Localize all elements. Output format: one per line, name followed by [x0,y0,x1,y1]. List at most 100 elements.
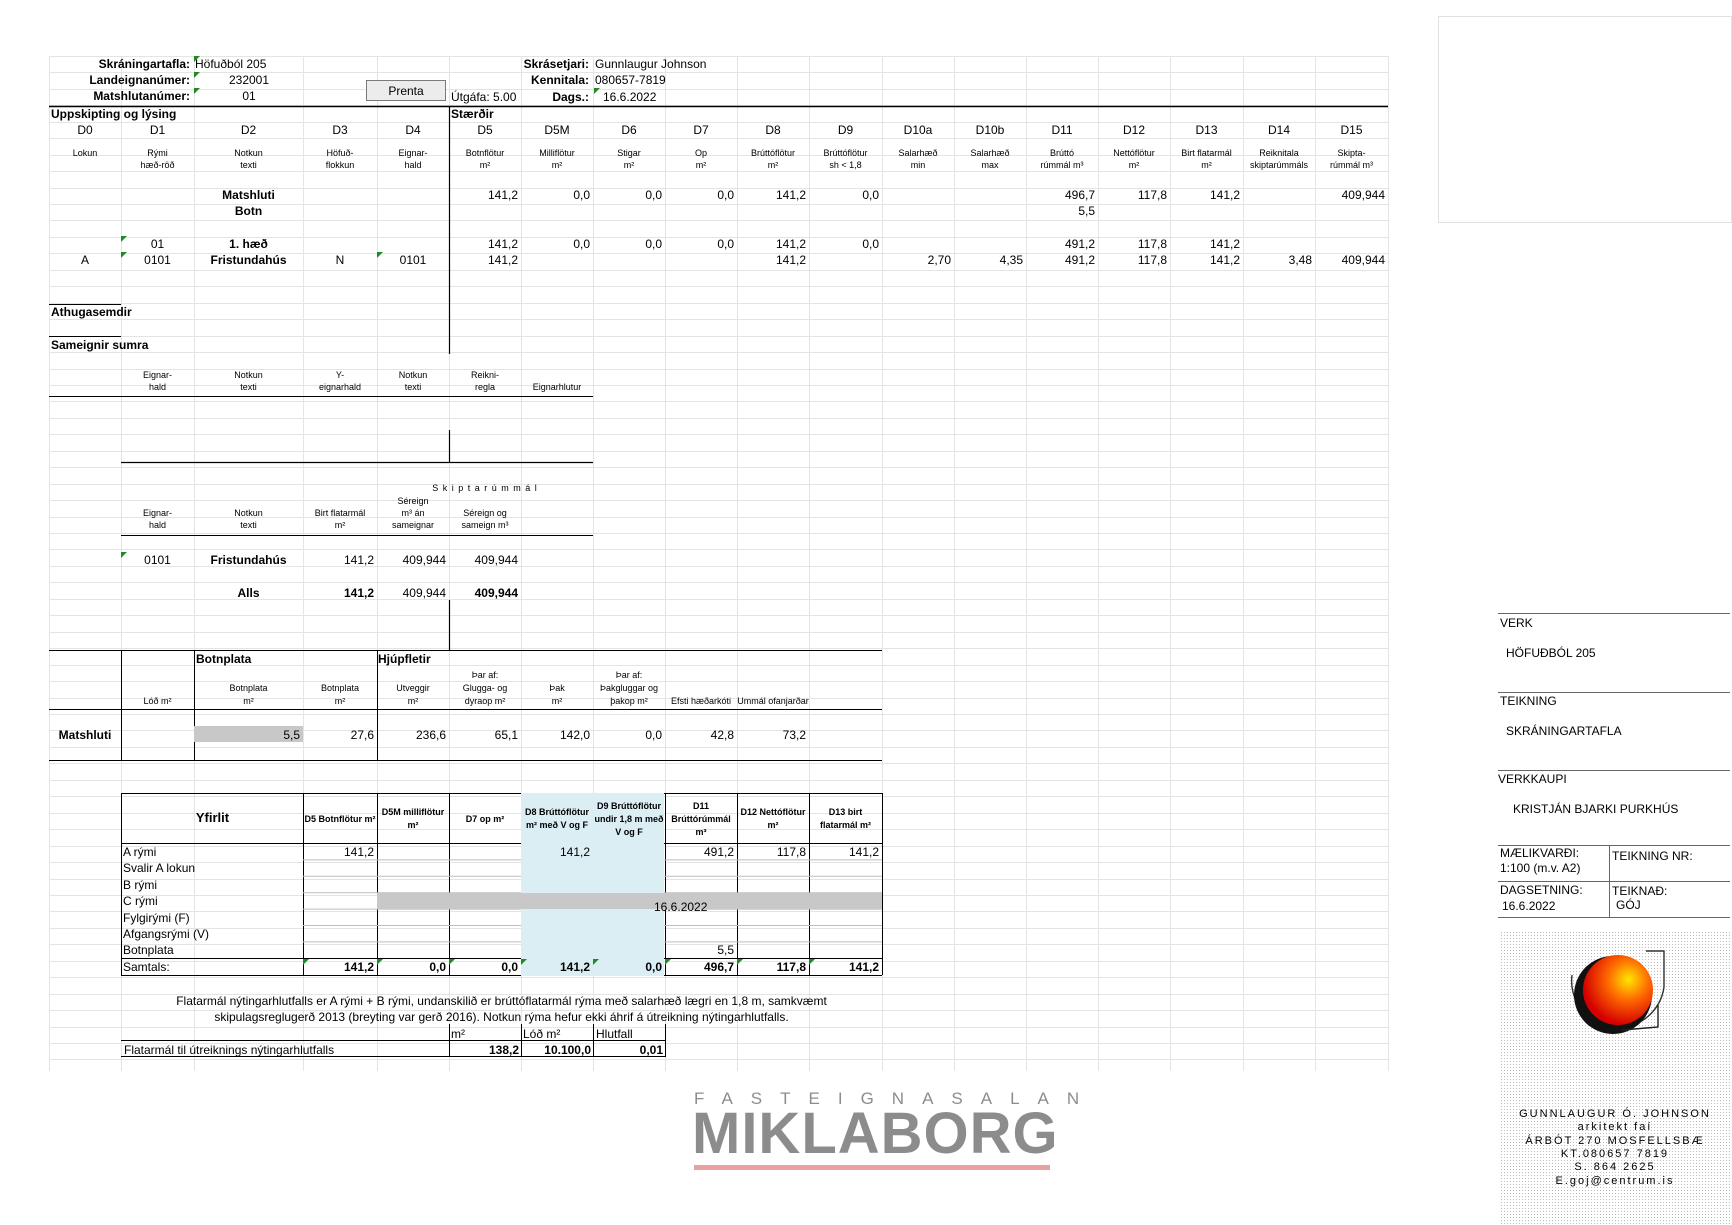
column-sub-top: Birt flatarmál [1181,148,1232,158]
column-sub-top: Brúttó [1049,148,1074,158]
tb-line [1498,881,1730,882]
yfirlit-samtals-label: Samtals: [123,960,170,974]
dagsetning-label: DAGSETNING: [1500,883,1583,897]
s1-cell-d5m: 0,0 [573,188,590,202]
column-sub-top: Lokun [72,148,98,158]
yfirlit-cell: 141,2 [559,845,590,859]
s1-cell-d11: 491,2 [1064,237,1095,251]
botn-value: 142,0 [559,728,590,742]
botn-value: 42,8 [710,728,734,742]
note-col-m2: m² [451,1027,465,1041]
maelikvardi-value: 1:100 (m.v. A2) [1500,861,1581,875]
comment-marker [121,252,127,258]
botn-head-bottom: Efsti hæðarkóti [670,696,732,706]
sameign-head-top: Y- [335,370,345,380]
hjupfletir-title: Hjúpfletir [378,652,431,666]
yfirlit-samtals-cell: 0,0 [429,960,446,974]
column-code-d6: D6 [621,123,637,137]
note-val-m2: 138,2 [488,1043,519,1057]
top-right-frame [1438,16,1732,223]
yfirlit-col-header: D7 op m² [465,813,505,824]
column-code-d14: D14 [1267,123,1290,137]
yfirlit-samtals-cell: 141,2 [848,960,879,974]
print-button[interactable]: Prenta [366,80,446,101]
skipta-alls-an: 409,944 [402,586,446,600]
kennitala-value[interactable]: 080657-7819 [595,73,666,87]
botn-head-mid: Þak [549,683,565,693]
s1-cell-label: 1. hæð [229,237,268,251]
column-sub-top: Op [694,148,707,158]
botn-head-bottom: m² [407,696,419,706]
teikning-nr-label: TEIKNING NR: [1612,849,1693,863]
sameign-head-top: Notkun [234,370,263,380]
dags-value[interactable]: 16.6.2022 [603,90,657,104]
column-sub-top: Salarhæð [970,148,1010,158]
s1-cell-d5: 141,2 [487,188,518,202]
botn-head-bottom: m² [243,696,254,706]
tb-line [1498,917,1730,918]
architect-line: GUNNLAUGUR Ó. JOHNSON [1519,1108,1711,1120]
s1-cell-d5: 141,2 [487,253,518,267]
maelikvardi-label: MÆLIKVARÐI: [1500,846,1580,860]
column-code-d5m: D5M [544,123,570,137]
s1-cell-d7: 0,0 [717,237,734,251]
botn-value: 0,0 [645,728,662,742]
comment-marker [194,72,200,78]
column-sub-bottom: m² [1201,160,1212,170]
skipta-head-bottom: sameignar [391,520,435,530]
column-code-d4: D4 [405,123,421,137]
skraningartafla-value[interactable]: Höfuðból 205 [195,57,267,71]
s1-cell-d14: 3,48 [1288,253,1312,267]
matshlutanumer-value[interactable]: 01 [242,89,256,103]
skipta-an: 409,944 [402,553,446,567]
skipta-alls-label: Alls [237,586,260,600]
column-sub-bottom: m² [1128,160,1140,170]
s1-cell-d6: 0,0 [645,237,662,251]
skipta-head-mid: Eignar- [142,508,172,518]
botnplata-title: Botnplata [196,652,252,666]
column-code-d7: D7 [693,123,709,137]
teikning-value: SKRÁNINGARTAFLA [1506,724,1622,738]
teiknad-value: GÓJ [1616,898,1641,912]
s1-cell-d5m: 0,0 [573,237,590,251]
s1-cell-label: Matshluti [222,188,275,202]
botn-head-top: Þar af: [471,670,499,680]
teikning-label: TEIKNING [1500,694,1557,708]
landeignanumer-value[interactable]: 232001 [228,73,270,87]
s1-cell-d5: 141,2 [487,237,518,251]
s1-cell-d7: 0,0 [717,188,734,202]
column-sub-top: Brúttóflötur [750,148,796,158]
botn-value: 73,2 [782,728,806,742]
column-code-d0: D0 [77,123,93,137]
skipta-og: 409,944 [474,553,518,567]
verk-value: HÖFUÐBÓL 205 [1506,646,1596,660]
sameign-head-bottom: eignarhald [318,382,362,392]
dagsetning-value: 16.6.2022 [1502,899,1556,913]
yfirlit-col-header: D11 Brúttórúmmál m³ [671,800,731,837]
skrasetjari-value[interactable]: Gunnlaugur Johnson [595,57,707,71]
skipta-head-mid: Séreign og [463,508,507,518]
column-sub-bottom: sh < 1,8 [829,160,862,170]
s1-cell-d11: 496,7 [1064,188,1095,202]
column-code-d8: D8 [765,123,781,137]
botnplata-grey-cell [194,726,303,742]
s1-cell-d12: 117,8 [1137,253,1167,267]
comment-marker [377,959,383,965]
column-sub-bottom: m² [551,160,563,170]
yfirlit-col-header: D9 Brúttóflötur undir 1,8 m með V og F [594,800,664,837]
column-code-d13: D13 [1195,123,1218,137]
s1-cell-d1: 01 [150,237,165,251]
yfirlit-title: Yfirlit [195,810,230,825]
note-col-hlutfall: Hlutfall [596,1027,633,1041]
note-row-label: Flatarmál til útreiknings nýtingarhlutfa… [124,1043,335,1057]
yfirlit-cell: 5,5 [717,943,734,958]
architect-line: arkitekt faí [1577,1121,1653,1134]
s1-cell-d0: A [80,253,89,267]
comment-marker [121,236,127,242]
column-code-d9: D9 [837,123,854,137]
botn-head-bottom: dyraop m² [464,696,506,706]
column-code-d5: D5 [477,123,493,137]
column-code-d10a: D10a [903,123,933,137]
comment-marker [121,552,127,558]
